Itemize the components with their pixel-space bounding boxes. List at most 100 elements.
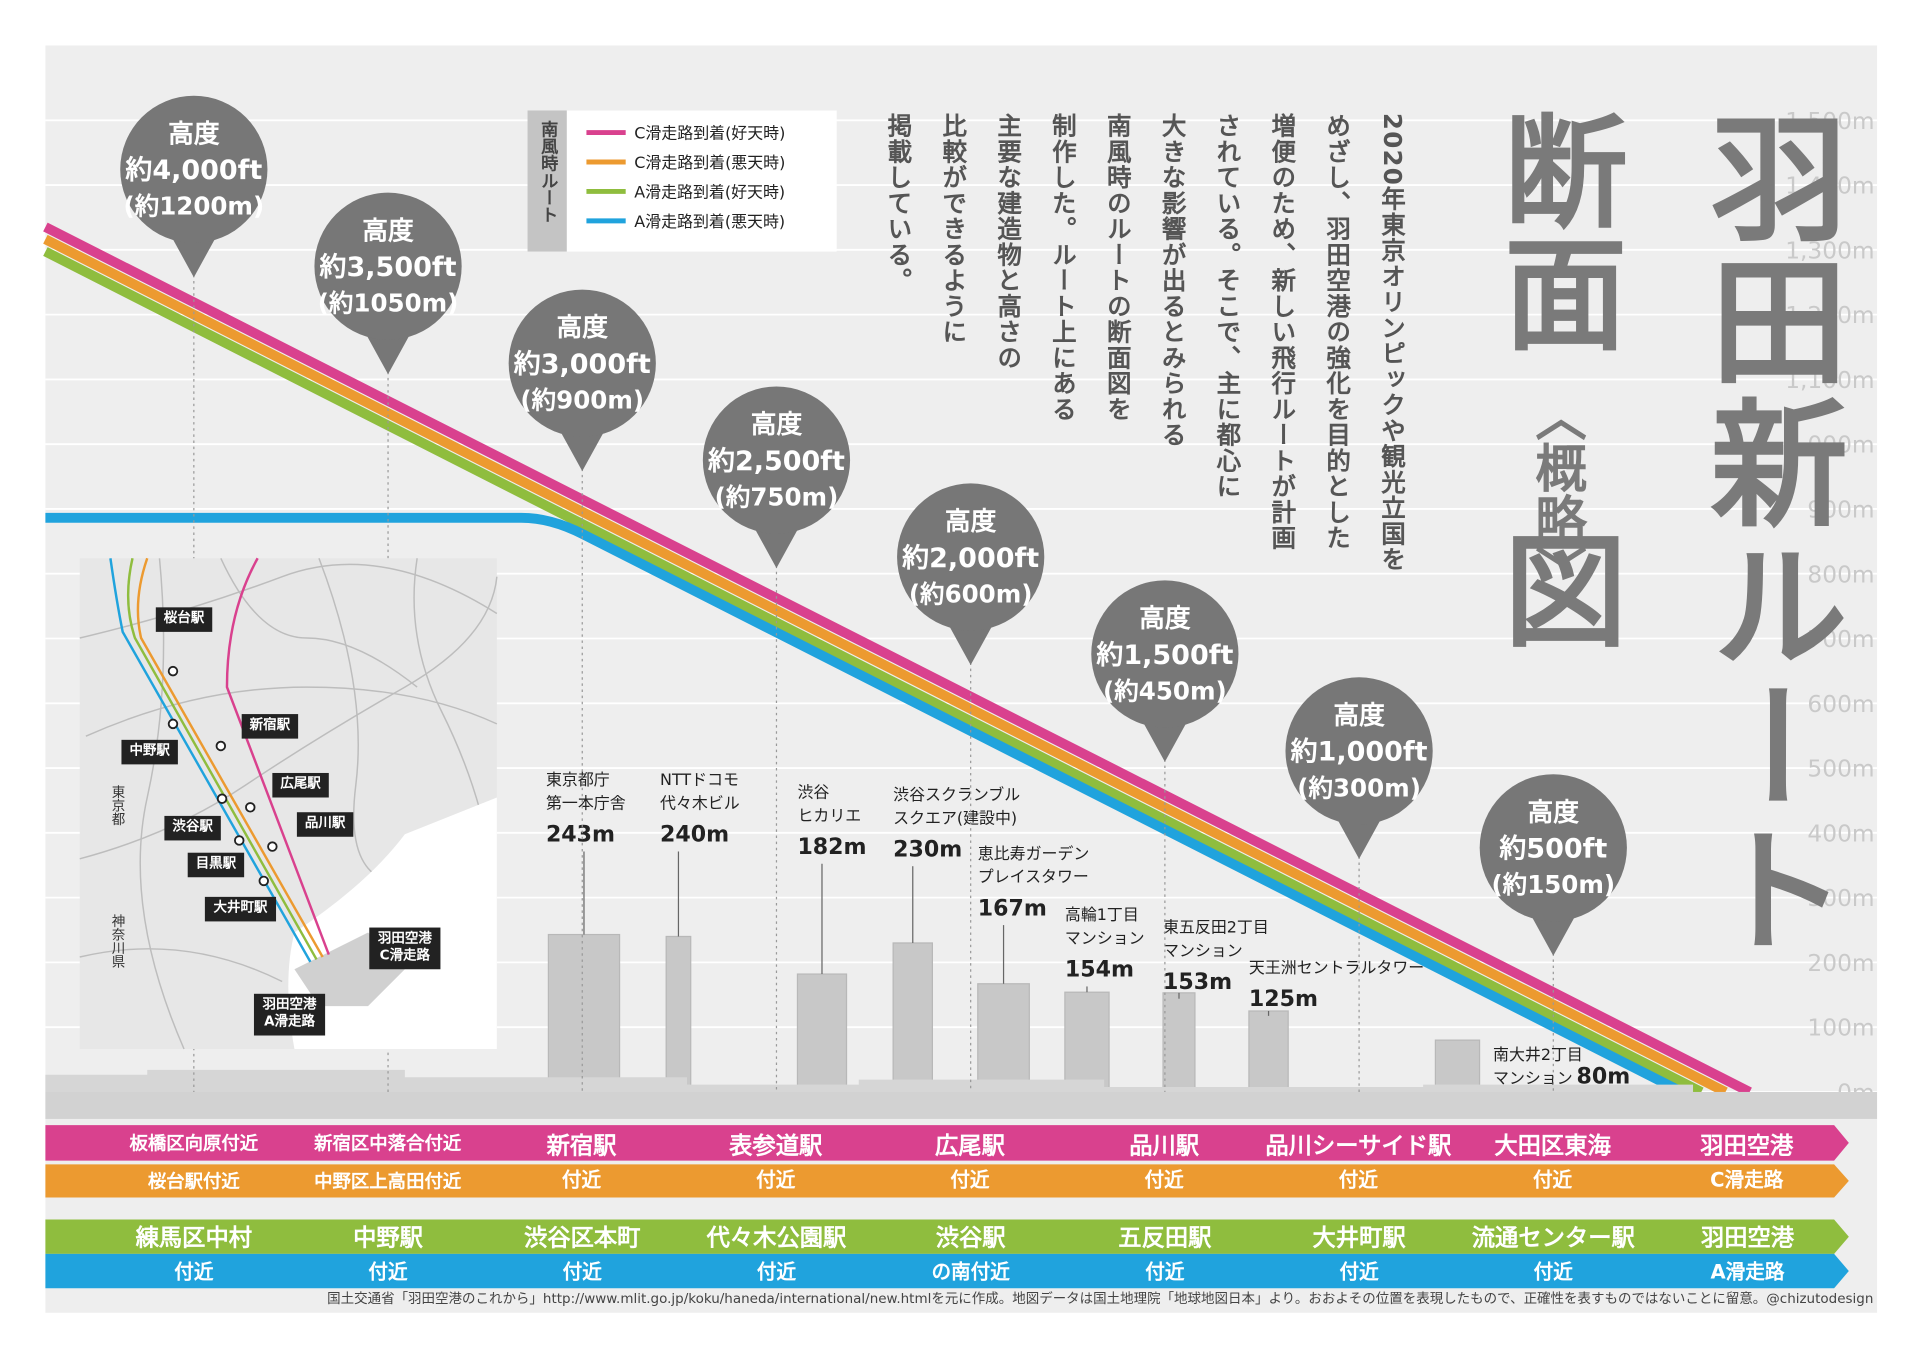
- bubble-m: (約1050m): [318, 289, 459, 318]
- building-name: 南大井2丁目: [1493, 1045, 1583, 1064]
- band-label: 桜台駅付近: [148, 1171, 241, 1193]
- title-sub: 図: [1484, 528, 1627, 651]
- title-main: 羽田新ルート: [1687, 108, 1848, 962]
- legend-strip: [527, 110, 567, 252]
- building-height: 230m: [893, 837, 962, 862]
- band-label: 付近: [1145, 1260, 1185, 1283]
- station-dot: [267, 841, 278, 852]
- bubble-head: 高度: [362, 216, 414, 246]
- building: [1162, 992, 1196, 1093]
- band-label: 付近: [1534, 1260, 1574, 1283]
- description-column: めざし、羽田空港の強化を目的とした: [1323, 113, 1352, 551]
- bubble: [897, 483, 1045, 631]
- bubble-head: 高度: [168, 119, 220, 149]
- bubble-m: (約150m): [1491, 870, 1615, 899]
- band-label: 付近: [757, 1260, 797, 1283]
- station-dot: [216, 793, 228, 804]
- building-name: 高輪1丁目: [1065, 905, 1139, 924]
- band-label: 羽田空港: [1700, 1132, 1794, 1159]
- y-tick-label: 600m: [1807, 691, 1874, 718]
- band-label: 板橋区向原付近: [129, 1133, 258, 1155]
- building-name: 代々木ビル: [660, 794, 740, 813]
- bubble-head: 高度: [751, 410, 803, 440]
- band-label: 流通センター駅: [1472, 1223, 1636, 1251]
- y-tick-label: 1,400m: [1785, 173, 1874, 200]
- route-band: [45, 1125, 1849, 1161]
- bubble-ft: 約4,000ft: [124, 155, 262, 186]
- building-height: 125m: [1249, 987, 1318, 1012]
- y-tick-label: 300m: [1807, 885, 1874, 912]
- station-label-box: [204, 896, 277, 922]
- band-label: の南付近: [931, 1260, 1010, 1283]
- y-tick-label: 1,300m: [1785, 237, 1874, 264]
- band-label: 練馬区中村: [136, 1223, 252, 1251]
- y-tick-label: 100m: [1807, 1015, 1874, 1042]
- station-label: 新宿駅: [249, 716, 291, 733]
- route-line: [43, 222, 1752, 1097]
- route-line: [43, 247, 1704, 1097]
- station-label: 品川駅: [305, 815, 346, 831]
- band-label: 新宿区中落合付近: [313, 1133, 462, 1155]
- station-label-box: [241, 714, 299, 739]
- building-name: 天王洲セントラルタワー: [1249, 958, 1424, 977]
- station-label-box: [272, 772, 329, 798]
- building: [1064, 991, 1110, 1093]
- y-tick-label: 400m: [1807, 820, 1874, 847]
- band-label: 五反田駅: [1118, 1224, 1212, 1251]
- bubble: [1285, 677, 1433, 825]
- band-label: 付近: [1145, 1168, 1185, 1191]
- building-name: 恵比寿ガーデン: [978, 844, 1090, 863]
- band-label: 品川駅: [1129, 1132, 1200, 1159]
- station-label: 中野駅: [129, 742, 170, 759]
- bubble-m: (約900m): [520, 386, 644, 415]
- ground: [45, 1091, 1878, 1119]
- band-label: 広尾駅: [935, 1132, 1006, 1159]
- legend-label: C滑走路到着(悪天時): [634, 153, 785, 172]
- legend-title: 南風時ルート: [537, 119, 558, 223]
- bubble: [314, 192, 462, 340]
- skyline: [45, 1069, 1694, 1092]
- region-label: 神奈川県: [109, 914, 126, 968]
- routes: [43, 222, 1752, 1097]
- y-tick-label: 1,000m: [1785, 432, 1874, 459]
- building-name: 渋谷: [797, 783, 829, 802]
- station-dot: [167, 665, 179, 677]
- bubble-ft: 約3,500ft: [319, 252, 457, 283]
- description-column: 比較ができるように: [939, 113, 968, 345]
- bubble-head: 高度: [945, 507, 997, 537]
- band-label: 付近: [950, 1168, 990, 1191]
- band-label: C滑走路: [1710, 1168, 1784, 1191]
- station-label: 目黒駅: [196, 855, 237, 871]
- building-height: 243m: [546, 823, 615, 848]
- description-column: 2020年東京オリンピックや観光立国を: [1378, 113, 1407, 573]
- station-label-box: [296, 812, 354, 837]
- building-height: 154m: [1065, 958, 1134, 983]
- description-column: 南風時のルートの断面図を: [1104, 113, 1133, 423]
- y-tick-label: 500m: [1807, 756, 1874, 783]
- building-name: マンション: [1493, 1068, 1573, 1087]
- station-dot: [258, 875, 269, 887]
- station-label: 大井町駅: [213, 899, 267, 916]
- band-label: 代々木公園駅: [706, 1224, 847, 1251]
- building-name: ヒカリエ: [797, 806, 861, 825]
- footer: 国土交通省「羽田空港のこれから」http://www.mlit.go.jp/ko…: [327, 1290, 1873, 1307]
- y-tick-label: 1,100m: [1785, 367, 1874, 394]
- band-label: 渋谷区本町: [524, 1224, 640, 1251]
- station-label: 広尾駅: [280, 775, 321, 792]
- band-label: 中野区上高田付近: [314, 1171, 462, 1193]
- building-name: プレイスタワー: [978, 867, 1089, 886]
- band-label: 中野駅: [353, 1224, 424, 1251]
- band-label: 大井町駅: [1312, 1224, 1406, 1251]
- bubble-ft: 約500ft: [1498, 834, 1607, 865]
- bubble-ft: 約2,000ft: [901, 543, 1039, 574]
- title-sub: 断面: [1484, 108, 1627, 353]
- bubble-m: (約300m): [1297, 773, 1421, 802]
- description-column: 増便のため、新しい飛行ルートが計画: [1268, 112, 1297, 551]
- bubble-ft: 約1,000ft: [1290, 737, 1428, 768]
- building-name: NTTドコモ: [660, 770, 739, 789]
- y-tick-label: 800m: [1807, 561, 1874, 588]
- band-label: 新宿駅: [546, 1132, 618, 1159]
- building: [665, 935, 692, 1093]
